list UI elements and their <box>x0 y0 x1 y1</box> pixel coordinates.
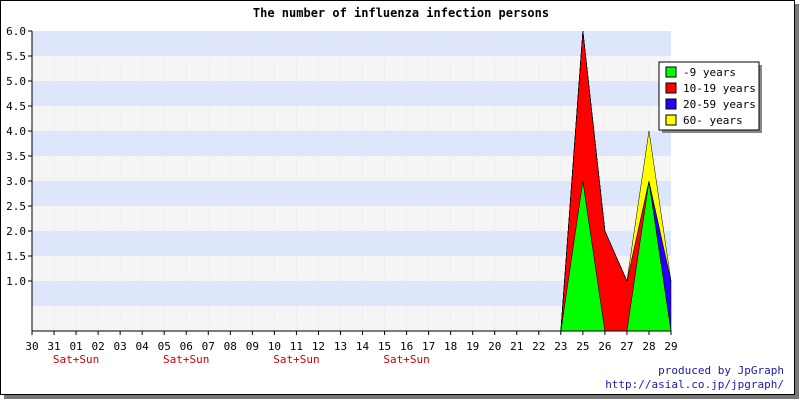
y-tick-label: 1.5 <box>6 250 26 263</box>
x-tick-labels: 30 31 01 02 03 04 05 06 07 08 09 10 11 12 13 14 15 16 17 18… <box>25 331 678 366</box>
background-band <box>32 106 671 131</box>
x-tick-label: 16 <box>400 340 413 353</box>
background-band <box>32 56 671 81</box>
y-tick-label: 3.5 <box>6 150 26 163</box>
x-tick-label: 19 <box>466 340 479 353</box>
background-band <box>32 81 671 106</box>
x-tick-label: 02 <box>91 340 104 353</box>
legend-label: -9 years <box>683 66 736 79</box>
y-tick-label: 5.5 <box>6 50 26 63</box>
y-tick-label: 4.5 <box>6 100 26 113</box>
x-tick-label: 30 <box>25 340 38 353</box>
x-tick-label: 05 <box>158 340 171 353</box>
y-tick-label: 6.0 <box>6 25 26 38</box>
x-tick-label: 11 <box>290 340 303 353</box>
legend: -9 years 10-19 years 20-59 years 60- years <box>658 61 762 133</box>
x-tick-label: 18 <box>444 340 457 353</box>
y-tick-label: 2.0 <box>6 225 26 238</box>
legend-swatch <box>665 82 677 94</box>
legend-swatch <box>665 66 677 78</box>
x-tick-label: 13 <box>334 340 347 353</box>
y-tick-labels: 1.0 1.5 2.0 2.5 3.0 3.5 4.0 4.5 5.0 5.5 6.0 <box>6 25 32 288</box>
x-tick-label: 28 <box>642 340 655 353</box>
x-tick-label: 29 <box>664 340 677 353</box>
x-tick-label: 12 <box>312 340 325 353</box>
credit-line-1: produced by JpGraph <box>658 364 784 377</box>
weekend-label: Sat+Sun <box>273 353 319 366</box>
x-tick-label: 17 <box>422 340 435 353</box>
x-tick-label: 31 <box>47 340 60 353</box>
y-tick-label: 5.0 <box>6 75 26 88</box>
x-tick-label: 15 <box>378 340 391 353</box>
weekend-label: Sat+Sun <box>53 353 99 366</box>
x-tick-label: 25 <box>576 340 589 353</box>
legend-label: 60- years <box>683 114 743 127</box>
x-tick-label: 10 <box>268 340 281 353</box>
weekend-label: Sat+Sun <box>163 353 209 366</box>
background-band <box>32 206 671 231</box>
y-tick-label: 1.0 <box>6 275 26 288</box>
y-tick-label: 4.0 <box>6 125 26 138</box>
background-band <box>32 156 671 181</box>
x-tick-label: 26 <box>598 340 611 353</box>
x-tick-label: 14 <box>356 340 370 353</box>
background-band <box>32 181 671 206</box>
credit-line-2[interactable]: http://asial.co.jp/jpgraph/ <box>605 378 784 391</box>
legend-swatch <box>665 98 677 110</box>
x-tick-label: 07 <box>202 340 215 353</box>
x-tick-label: 08 <box>224 340 237 353</box>
y-tick-label: 3.0 <box>6 175 26 188</box>
vertical-gridlines <box>53 31 650 331</box>
x-tick-label: 01 <box>69 340 82 353</box>
legend-swatch <box>665 114 677 126</box>
legend-label: 20-59 years <box>683 98 756 111</box>
background-band <box>32 131 671 156</box>
y-tick-label: 2.5 <box>6 200 26 213</box>
x-tick-label: 04 <box>136 340 150 353</box>
legend-label: 10-19 years <box>683 82 756 95</box>
x-tick-label: 27 <box>620 340 633 353</box>
weekend-label: Sat+Sun <box>383 353 429 366</box>
x-tick-label: 03 <box>114 340 127 353</box>
x-tick-label: 21 <box>510 340 523 353</box>
x-tick-label: 09 <box>246 340 259 353</box>
background-band <box>32 31 671 56</box>
x-tick-label: 20 <box>488 340 501 353</box>
x-tick-label: 06 <box>180 340 193 353</box>
background-band <box>32 231 671 256</box>
background-band <box>32 256 671 281</box>
x-tick-label: 23 <box>554 340 567 353</box>
x-tick-label: 22 <box>532 340 545 353</box>
chart-title: The number of influenza infection person… <box>253 6 549 20</box>
